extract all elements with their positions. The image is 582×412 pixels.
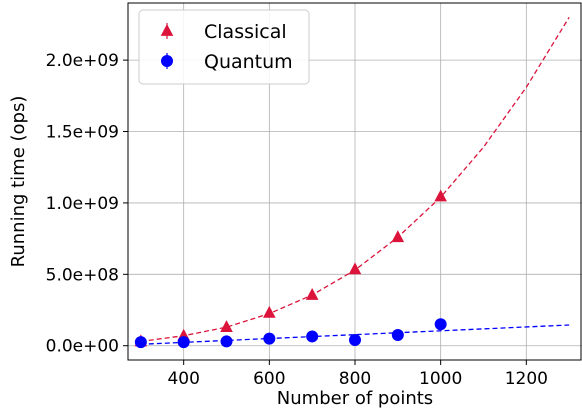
y-tick-label: 0.0e+00 bbox=[46, 337, 119, 357]
classical-point bbox=[220, 320, 233, 333]
x-axis-label: Number of points bbox=[277, 388, 433, 409]
y-tick-label: 1.0e+09 bbox=[46, 194, 119, 214]
quantum-point bbox=[177, 336, 190, 349]
classical-point bbox=[434, 189, 447, 202]
x-tick-label: 400 bbox=[167, 369, 199, 389]
classical-legend-label: Classical bbox=[204, 21, 287, 43]
y-axis-ticks: 0.0e+00 5.0e+08 1.0e+09 1.5e+09 2.0e+09 bbox=[46, 51, 128, 357]
quantum-legend-marker bbox=[161, 55, 173, 67]
quantum-legend-label: Quantum bbox=[204, 51, 293, 73]
legend: Classical Quantum bbox=[138, 9, 310, 85]
x-tick-label: 600 bbox=[253, 369, 285, 389]
y-axis-label: Running time (ops) bbox=[8, 96, 29, 268]
classical-point bbox=[391, 230, 405, 243]
x-axis-ticks: 400 600 800 1000 1200 bbox=[167, 360, 548, 389]
classical-point bbox=[348, 262, 362, 275]
classical-point bbox=[263, 305, 276, 318]
quantum-point bbox=[263, 332, 276, 345]
y-tick-label: 5.0e+08 bbox=[46, 265, 119, 285]
x-tick-label: 1000 bbox=[419, 369, 462, 389]
quantum-point bbox=[349, 334, 361, 347]
classical-legend-marker bbox=[160, 24, 174, 36]
legend-box bbox=[138, 9, 310, 85]
quantum-point bbox=[134, 336, 147, 349]
y-tick-label: 2.0e+09 bbox=[46, 51, 119, 71]
quantum-point bbox=[434, 318, 447, 331]
x-tick-label: 1200 bbox=[505, 369, 548, 389]
data-points bbox=[134, 189, 447, 349]
x-tick-label: 800 bbox=[339, 369, 371, 389]
quantum-point bbox=[391, 329, 404, 342]
y-tick-label: 1.5e+09 bbox=[46, 123, 119, 143]
classical-point bbox=[305, 288, 319, 300]
quantum-point bbox=[306, 330, 319, 343]
quantum-point bbox=[220, 335, 233, 348]
